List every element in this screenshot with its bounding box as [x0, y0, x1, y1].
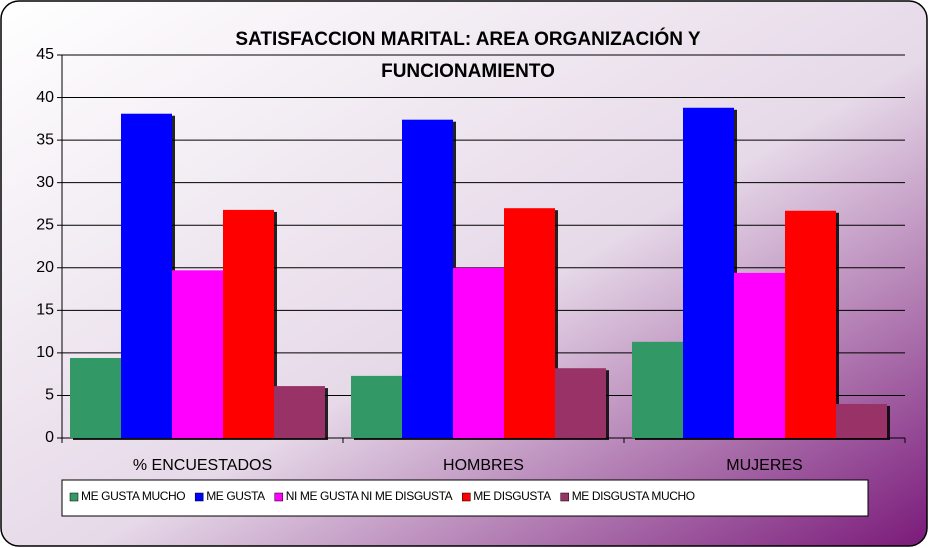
y-tick-label: 25 [36, 216, 54, 233]
legend-swatch [194, 492, 204, 502]
bar [70, 357, 121, 438]
y-tick-label: 10 [36, 344, 54, 361]
legend-label: ME GUSTA [206, 489, 265, 503]
bar [453, 267, 504, 438]
bar [683, 107, 734, 438]
x-tick-label: HOMBRES [443, 457, 524, 474]
bar [274, 386, 325, 438]
y-tick-label: 30 [36, 174, 54, 191]
legend-label: NI ME GUSTA NI ME DISGUSTA [286, 489, 453, 503]
legend-label: ME DISGUSTA [473, 489, 551, 503]
y-tick-label: 45 [36, 46, 54, 63]
legend-swatch [462, 492, 471, 502]
bar [504, 208, 555, 438]
bar [785, 210, 836, 438]
bar [223, 209, 274, 438]
bar [555, 368, 606, 438]
y-tick-label: 5 [45, 387, 54, 404]
y-tick-label: 20 [36, 259, 54, 276]
legend-label: ME GUSTA MUCHO [81, 489, 185, 503]
y-tick-label: 40 [36, 89, 54, 106]
legend-swatch [274, 492, 284, 502]
chart-title: SATISFACCION MARITAL: AREA ORGANIZACIÓN … [235, 29, 701, 82]
bar [734, 272, 785, 438]
bar [351, 375, 402, 438]
x-tick-label: % ENCUESTADOS [133, 457, 272, 474]
y-tick-label: 0 [45, 429, 54, 446]
x-tick-label: MUJERES [726, 457, 802, 474]
y-tick-label: 15 [36, 302, 54, 319]
bar [121, 113, 172, 438]
legend-swatch [69, 492, 79, 502]
legend-swatch [560, 492, 569, 502]
y-tick-label: 35 [36, 131, 54, 148]
bar [402, 119, 453, 438]
bar [836, 403, 887, 438]
legend-label: ME DISGUSTA MUCHO [572, 489, 695, 503]
bar [172, 270, 223, 438]
bar [632, 341, 683, 438]
